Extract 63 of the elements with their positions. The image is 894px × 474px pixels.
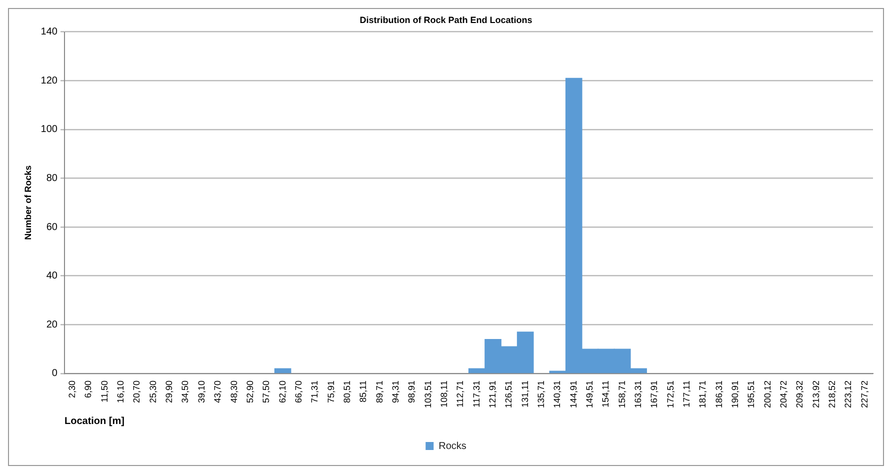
x-tick-label: 39,10 <box>196 380 206 404</box>
x-tick-label: 16,10 <box>116 380 126 404</box>
x-tick-label: 144,91 <box>568 380 578 408</box>
y-tick-label: 100 <box>40 124 58 136</box>
x-tick-label: 204,72 <box>778 380 789 408</box>
y-tick-label: 0 <box>52 368 58 380</box>
x-tick-label: 172,51 <box>665 380 676 408</box>
x-tick-label: 108,11 <box>438 380 449 408</box>
x-tick-label: 131,11 <box>520 380 530 408</box>
x-tick-label: 85,11 <box>358 380 368 402</box>
x-tick-label: 223,12 <box>843 380 854 408</box>
x-tick-label: 140,31 <box>552 380 562 408</box>
x-tick-label: 6,90 <box>83 380 94 398</box>
x-tick-label: 200,12 <box>762 380 772 408</box>
x-tick-label: 29,90 <box>164 380 174 404</box>
x-tick-label: 103,51 <box>422 380 433 408</box>
y-tick-label: 40 <box>46 270 58 282</box>
x-tick-label: 11,50 <box>99 380 110 402</box>
chart-title: Distribution of Rock Path End Locations <box>360 14 532 25</box>
x-tick-label: 213,92 <box>810 380 821 408</box>
x-tick-label: 75,91 <box>326 380 336 404</box>
x-tick-label: 135,71 <box>536 380 546 408</box>
x-tick-label: 66,70 <box>293 380 304 404</box>
x-tick-label: 190,91 <box>730 380 740 408</box>
y-tick-label: 20 <box>46 319 58 330</box>
x-tick-label: 154,11 <box>600 380 611 408</box>
x-tick-label: 218,52 <box>827 380 838 408</box>
x-tick-label: 117,31 <box>471 380 482 408</box>
x-tick-label: 209,32 <box>794 380 805 408</box>
x-tick-label: 98,91 <box>406 380 417 404</box>
x-tick-label: 177,11 <box>682 380 692 408</box>
y-tick-label: 60 <box>46 222 58 233</box>
bar <box>274 368 292 374</box>
x-axis-title: Location [m] <box>64 416 124 427</box>
x-tick-label: 94,31 <box>390 380 400 404</box>
x-tick-label: 149,51 <box>584 380 595 408</box>
x-tick-label: 48,30 <box>228 380 239 404</box>
y-tick-label: 140 <box>40 26 58 38</box>
x-tick-label: 43,70 <box>212 380 223 404</box>
x-tick-label: 52,90 <box>244 380 255 404</box>
legend-label: Rocks <box>438 440 466 452</box>
x-tick-label: 121,91 <box>487 380 498 408</box>
x-tick-label: 2,30 <box>67 380 78 398</box>
y-axis-title: Number of Rocks <box>22 165 33 240</box>
x-tick-label: 112,71 <box>455 380 466 408</box>
x-tick-label: 126,51 <box>504 380 514 408</box>
x-tick-label: 163,31 <box>633 380 644 408</box>
y-tick-label: 80 <box>46 172 58 184</box>
x-tick-label: 227,72 <box>859 380 870 408</box>
x-tick-label: 186,31 <box>714 380 724 408</box>
x-tick-label: 71,31 <box>310 380 320 404</box>
x-tick-label: 158,71 <box>616 380 627 408</box>
x-tick-label: 181,71 <box>698 380 708 408</box>
x-tick-label: 167,91 <box>649 380 660 408</box>
x-tick-label: 25,30 <box>148 380 158 404</box>
x-tick-label: 195,51 <box>746 380 756 408</box>
y-tick-label: 120 <box>40 75 58 86</box>
x-tick-label: 62,10 <box>277 380 288 404</box>
x-tick-label: 20,70 <box>132 380 142 404</box>
x-tick-label: 89,71 <box>374 380 384 404</box>
x-tick-label: 57,50 <box>261 380 272 404</box>
x-tick-label: 80,51 <box>342 380 352 404</box>
x-tick-label: 34,50 <box>180 380 190 404</box>
